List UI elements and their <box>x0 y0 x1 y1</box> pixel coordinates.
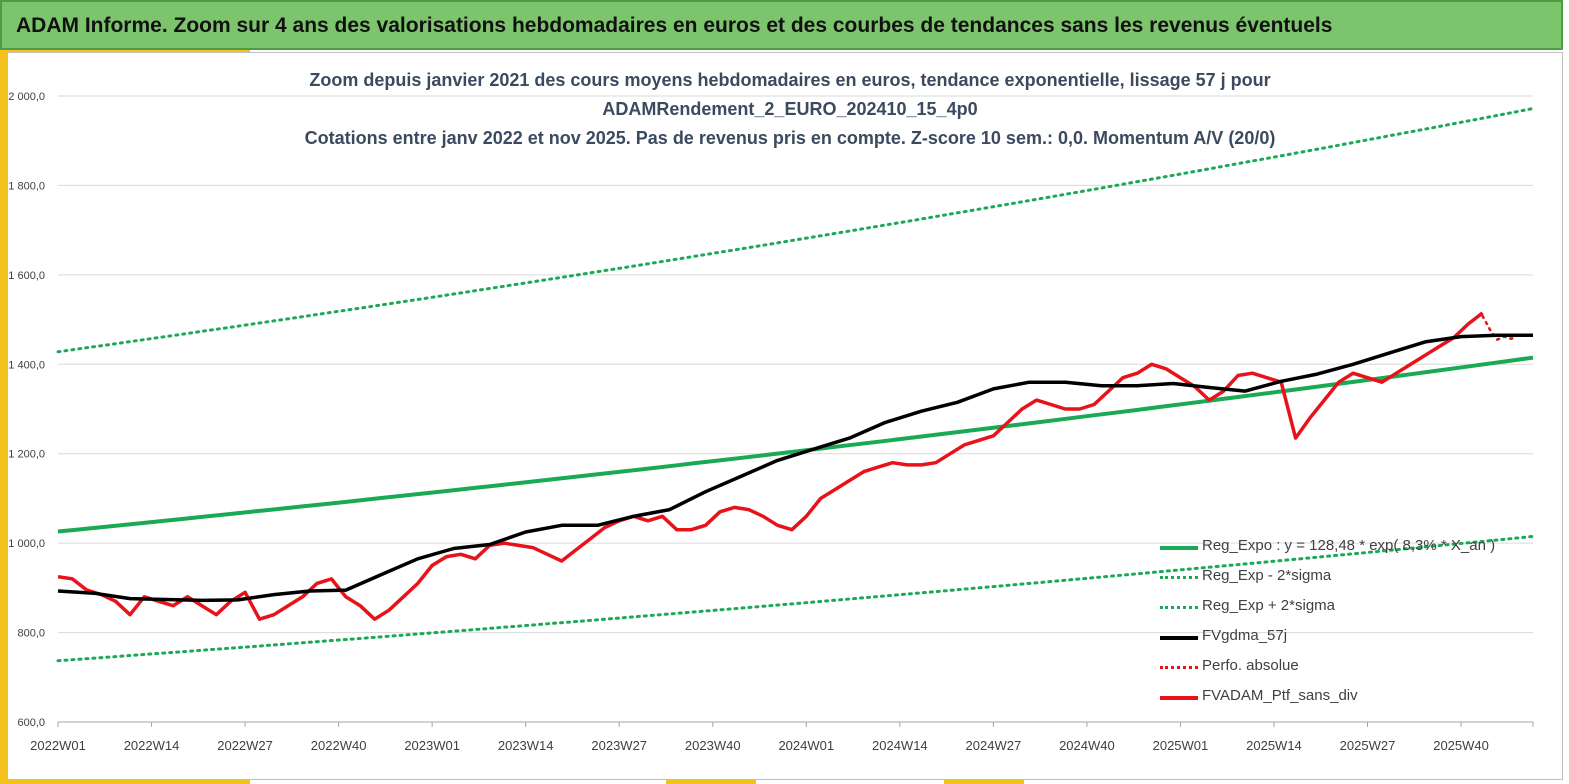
chart-frame <box>7 52 1563 780</box>
legend-swatch <box>1160 666 1198 669</box>
legend-label: FVADAM_Ptf_sans_div <box>1202 687 1358 704</box>
accent-bar-left <box>0 50 7 784</box>
x-tick-label: 2023W27 <box>591 738 647 753</box>
legend-swatch <box>1160 576 1198 579</box>
y-tick-label: 2 000,0 <box>8 91 45 103</box>
x-tick-label: 2025W14 <box>1246 738 1302 753</box>
chart-title-line-2: ADAMRendement_2_EURO_202410_15_4p0 <box>602 99 978 119</box>
x-tick-label: 2025W27 <box>1340 738 1396 753</box>
x-tick-label: 2023W40 <box>685 738 741 753</box>
series-line-1 <box>56 534 1535 663</box>
series-line-0 <box>57 355 1534 534</box>
banner-title: ADAM Informe. Zoom sur 4 ans des valoris… <box>16 14 1333 37</box>
legend-label: Reg_Exp + 2*sigma <box>1202 597 1335 614</box>
legend-label: Reg_Exp - 2*sigma <box>1202 567 1332 584</box>
x-tick-label: 2024W40 <box>1059 738 1115 753</box>
legend-swatch <box>1160 606 1198 609</box>
legend-item: FVADAM_Ptf_sans_div <box>1160 685 1520 715</box>
chart-legend: Reg_Expo : y = 128,48 * exp( 8,3% * X_an… <box>1160 535 1520 715</box>
legend-item: FVgdma_57j <box>1160 625 1520 655</box>
x-tick-label: 2022W01 <box>30 738 86 753</box>
x-tick-label: 2022W14 <box>124 738 180 753</box>
series-line-4 <box>1481 314 1520 341</box>
legend-item: Reg_Exp + 2*sigma <box>1160 595 1520 625</box>
y-tick-label: 1 000,0 <box>8 538 45 550</box>
x-tick-label: 2023W14 <box>498 738 554 753</box>
y-tick-label: 1 600,0 <box>8 270 45 282</box>
legend-item: Reg_Expo : y = 128,48 * exp( 8,3% * X_an… <box>1160 535 1520 565</box>
x-tick-label: 2024W01 <box>778 738 834 753</box>
x-tick-label: 2025W40 <box>1433 738 1489 753</box>
legend-swatch <box>1160 696 1198 700</box>
x-tick-label: 2024W27 <box>966 738 1022 753</box>
accent-bar-bottom <box>666 780 756 784</box>
series-line-5 <box>57 311 1484 621</box>
x-tick-label: 2023W01 <box>404 738 460 753</box>
legend-item: Perfo. absolue <box>1160 655 1520 685</box>
accent-bar-bottom <box>0 780 250 784</box>
x-tick-label: 2024W14 <box>872 738 928 753</box>
series-line-3 <box>57 333 1533 603</box>
y-tick-label: 1 400,0 <box>8 359 45 371</box>
x-tick-label: 2025W01 <box>1153 738 1209 753</box>
header-banner: ADAM Informe. Zoom sur 4 ans des valoris… <box>0 0 1563 50</box>
y-tick-label: 1 200,0 <box>8 449 45 461</box>
legend-label: FVgdma_57j <box>1202 627 1288 644</box>
accent-bar-top <box>0 50 250 53</box>
x-tick-label: 2022W40 <box>311 738 367 753</box>
series-line-2 <box>56 107 1535 354</box>
legend-label: Reg_Expo : y = 128,48 * exp( 8,3% * X_an… <box>1202 537 1496 554</box>
x-tick-label: 2022W27 <box>217 738 273 753</box>
y-tick-label: 600,0 <box>17 717 45 729</box>
accent-bar-bottom <box>944 780 1024 784</box>
legend-item: Reg_Exp - 2*sigma <box>1160 565 1520 595</box>
chart-title-line-1: Zoom depuis janvier 2021 des cours moyen… <box>309 70 1271 90</box>
legend-label: Perfo. absolue <box>1202 657 1299 674</box>
y-tick-label: 1 800,0 <box>8 180 45 192</box>
legend-swatch <box>1160 636 1198 640</box>
y-tick-label: 800,0 <box>17 628 45 640</box>
chart-title-line-3: Cotations entre janv 2022 et nov 2025. P… <box>304 128 1276 148</box>
legend-swatch <box>1160 546 1198 550</box>
